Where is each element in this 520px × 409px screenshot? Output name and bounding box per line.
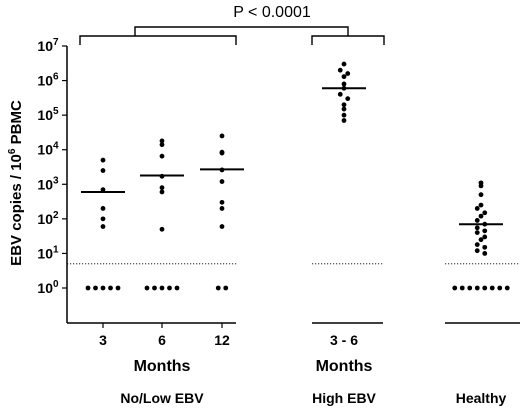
y-axis-label: EBV copies / 106 PBMC	[7, 100, 25, 266]
data-point	[174, 285, 180, 291]
data-point	[100, 187, 106, 193]
data-point	[219, 206, 225, 211]
bracket-right	[311, 35, 385, 45]
data-point	[341, 74, 347, 80]
data-point	[482, 228, 488, 234]
data-point	[167, 285, 172, 291]
x-tick-label: 3	[99, 332, 107, 348]
data-point	[159, 185, 165, 191]
data-point	[474, 218, 480, 223]
data-point	[478, 183, 484, 189]
y-tick-label: 100	[37, 279, 59, 296]
y-tick-label: 102	[37, 210, 59, 227]
data-point	[341, 106, 347, 112]
data-point	[474, 230, 480, 236]
data-point	[467, 285, 473, 291]
data-point	[474, 285, 480, 291]
x-tick-labels: 3 6 12 3 - 6	[99, 332, 358, 348]
data-point	[341, 81, 347, 87]
data-point	[474, 206, 480, 211]
data-point	[345, 96, 351, 102]
y-axis-label-tail: PBMC	[8, 100, 25, 149]
x-tick-label: 6	[158, 332, 166, 348]
data-point	[219, 199, 225, 205]
x-axis-label: Months	[134, 358, 191, 375]
x-tick-label: 12	[214, 332, 230, 348]
data-point	[341, 118, 347, 123]
y-tick-label: 106	[37, 72, 59, 89]
bracket-left	[79, 35, 237, 45]
data-point	[474, 248, 480, 254]
data-point	[341, 112, 347, 118]
y-tick-label: 103	[37, 175, 59, 192]
data-point	[504, 285, 510, 291]
data-point	[108, 285, 113, 291]
group-label: No/Low EBV	[120, 390, 204, 406]
data-point	[100, 157, 106, 163]
y-axis: 100 101 102 103 104 105 106 107	[37, 37, 67, 296]
data-point	[337, 67, 343, 73]
y-tick-label: 105	[37, 106, 59, 123]
data-point	[223, 285, 229, 291]
data-point	[219, 150, 225, 156]
y-tick-label: 104	[37, 141, 59, 158]
data-point	[159, 142, 165, 148]
data-point	[337, 91, 343, 97]
median-lines	[81, 87, 503, 226]
data-point	[482, 285, 488, 291]
data-point	[482, 244, 488, 250]
data-point	[159, 226, 165, 232]
data-point	[345, 71, 351, 76]
data-point	[100, 206, 106, 211]
data-point	[152, 285, 157, 291]
data-point	[482, 234, 488, 240]
data-point	[478, 202, 484, 208]
data-point	[100, 285, 106, 291]
data-point	[219, 133, 225, 139]
plot-frame	[66, 46, 520, 328]
data-point	[159, 138, 165, 144]
y-tick-label: 107	[37, 37, 59, 54]
p-value-annotation: P < 0.0001	[233, 4, 311, 21]
data-point	[215, 285, 221, 291]
x-tick-label: 3 - 6	[330, 332, 358, 348]
y-tick-label: 101	[37, 244, 59, 261]
data-point	[159, 153, 165, 159]
data-point	[452, 285, 458, 291]
data-point	[341, 61, 347, 67]
data-point	[478, 237, 484, 243]
data-point	[100, 168, 106, 173]
data-point	[100, 224, 106, 229]
data-point	[341, 102, 347, 108]
data-point	[478, 213, 484, 219]
data-points	[85, 61, 510, 291]
data-point	[219, 224, 225, 229]
bracket-connector	[134, 26, 349, 36]
data-point	[159, 189, 165, 195]
group-label: Healthy	[456, 390, 507, 406]
data-point	[115, 285, 121, 291]
group-label: High EBV	[312, 390, 376, 406]
data-point	[144, 285, 150, 291]
data-point	[159, 285, 165, 291]
data-point	[459, 285, 465, 291]
significance-brackets	[79, 26, 385, 45]
y-axis-label-superscript: 6	[7, 148, 18, 154]
x-axis-label: Months	[316, 358, 373, 375]
data-point	[474, 242, 480, 248]
data-point	[489, 285, 495, 291]
data-point	[478, 192, 484, 198]
y-axis-label-main: EBV copies / 10	[8, 154, 25, 266]
data-point	[219, 179, 225, 184]
x-category-labels: Months No/Low EBV Months High EBV Healthy	[120, 358, 506, 406]
data-point	[85, 285, 91, 291]
data-point	[482, 251, 488, 256]
data-point	[474, 225, 480, 231]
data-point	[497, 285, 503, 291]
data-point	[93, 285, 98, 291]
data-point	[482, 210, 488, 216]
data-point	[100, 216, 106, 222]
